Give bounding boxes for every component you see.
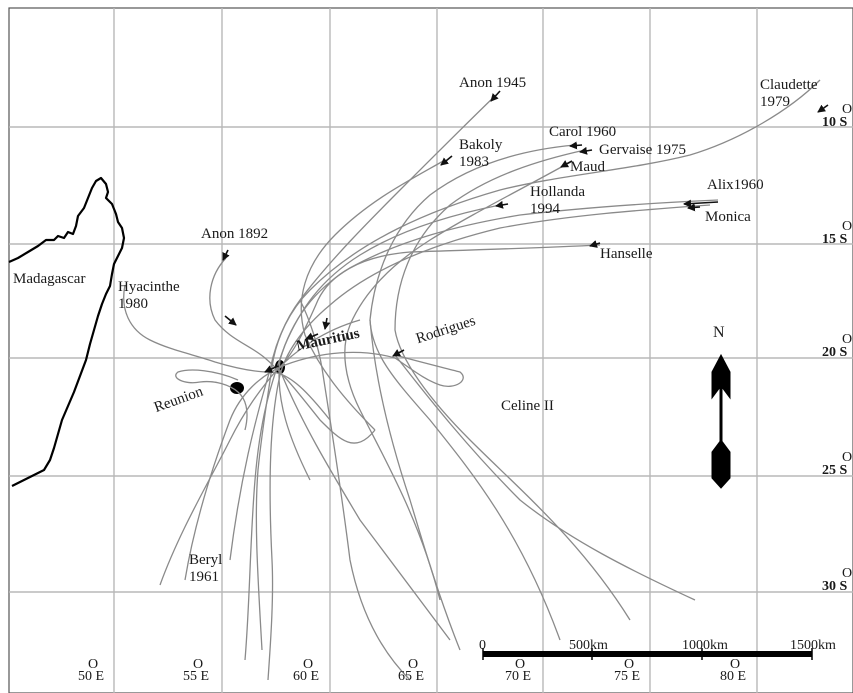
arrow-rodrigues	[392, 349, 405, 357]
arrow-bakoly-1983	[440, 155, 453, 166]
label-hollanda-1994: Hollanda 1994	[530, 184, 585, 217]
degree-mark: O	[193, 657, 204, 672]
scale-label-0: 0	[479, 638, 486, 653]
degree-mark: O	[408, 657, 419, 672]
arrow-carol-1960	[569, 141, 583, 150]
track-extra-2	[369, 319, 461, 651]
track-anon-1892	[209, 257, 376, 444]
track-carol-1960	[369, 144, 576, 641]
track-maud	[344, 164, 566, 601]
track-hanselle	[279, 244, 601, 369]
lon-text: 55 E	[183, 669, 210, 684]
arrow-monica	[687, 203, 701, 212]
degree-mark: O	[842, 219, 853, 234]
arrow-mauritius-3	[264, 365, 279, 373]
madagascar-coastline	[8, 176, 126, 487]
lat-text: 30 S	[822, 579, 848, 594]
degree-mark: O	[842, 566, 853, 581]
label-hanselle: Hanselle	[600, 246, 653, 262]
arrow-anon-1892	[222, 249, 230, 261]
degree-mark: O	[730, 657, 741, 672]
arrow-hollanda-1994	[495, 200, 509, 209]
degree-mark: O	[842, 332, 853, 347]
degree-mark: O	[624, 657, 635, 672]
label-beryl-1961: Beryl 1961	[189, 552, 223, 585]
track-bakoly-1983	[300, 159, 446, 431]
track-alix-1960	[278, 199, 719, 481]
label-hyacinthe-1980: Hyacinthe 1980	[118, 279, 180, 312]
label-gervaise-1975: Gervaise 1975	[599, 142, 687, 158]
north-label: N	[713, 324, 725, 341]
track-claudette-1979	[229, 79, 821, 561]
label-bakoly-1983: Bakoly 1983	[459, 137, 503, 170]
lat-text: 10 S	[822, 115, 848, 130]
degree-mark: O	[88, 657, 99, 672]
track-beryl-1961	[159, 319, 361, 586]
arrow-mauritius-2	[322, 317, 331, 330]
arrow-hanselle	[589, 240, 601, 248]
degree-mark: O	[303, 657, 314, 672]
lon-text: 80 E	[720, 669, 747, 684]
label-monica: Monica	[705, 209, 751, 225]
label-alix-1960: Alix1960	[707, 177, 764, 193]
cyclone-tracks	[123, 79, 821, 681]
track-arrows	[222, 90, 829, 373]
track-celine-ii	[184, 351, 464, 581]
arrow-gervaise-1975	[579, 146, 593, 155]
arrow-anon-1945	[490, 90, 501, 102]
track-extra-3	[279, 369, 451, 641]
reunion-island	[230, 382, 244, 394]
arrow-mauritius-1	[305, 332, 319, 340]
track-rodrigues-out	[394, 354, 696, 601]
label-madagascar: Madagascar	[13, 271, 86, 287]
degree-mark: O	[842, 450, 853, 465]
scale-label-1500: 1500km	[790, 638, 836, 653]
track-extra-1	[299, 299, 411, 681]
degree-mark: O	[842, 102, 853, 117]
track-hyacinthe-1980	[123, 284, 331, 421]
label-carol-1960: Carol 1960	[549, 124, 617, 140]
lat-text: 25 S	[822, 463, 848, 478]
arrow-claudette-1979	[817, 104, 829, 113]
degree-mark: O	[515, 657, 526, 672]
lon-text: 75 E	[614, 669, 641, 684]
arrow-hyacinthe-1980	[224, 315, 237, 326]
graticule	[9, 8, 853, 693]
lat-text: 15 S	[822, 232, 848, 247]
lat-text: 20 S	[822, 345, 848, 360]
lon-text: 50 E	[78, 669, 105, 684]
label-anon-1945: Anon 1945	[459, 75, 527, 91]
lon-text: 65 E	[398, 669, 425, 684]
scale-label-1000: 1000km	[682, 638, 728, 653]
track-gervaise-1975	[394, 149, 631, 621]
label-anon-1892: Anon 1892	[201, 226, 269, 242]
map-frame	[8, 7, 853, 693]
north-arrow	[711, 353, 731, 489]
scale-label-500: 500km	[569, 638, 608, 653]
lon-text: 70 E	[505, 669, 532, 684]
scale-bar	[482, 648, 813, 660]
track-hyacinthe-loop	[175, 369, 248, 431]
arrow-maud	[560, 160, 573, 168]
track-monica	[267, 204, 711, 681]
label-maud: Maud	[570, 159, 605, 175]
arrow-alix-1960	[683, 199, 719, 208]
lon-text: 60 E	[293, 669, 320, 684]
label-claudette-1979: Claudette 1979	[760, 77, 818, 110]
label-celine-ii: Celine II	[501, 398, 554, 414]
